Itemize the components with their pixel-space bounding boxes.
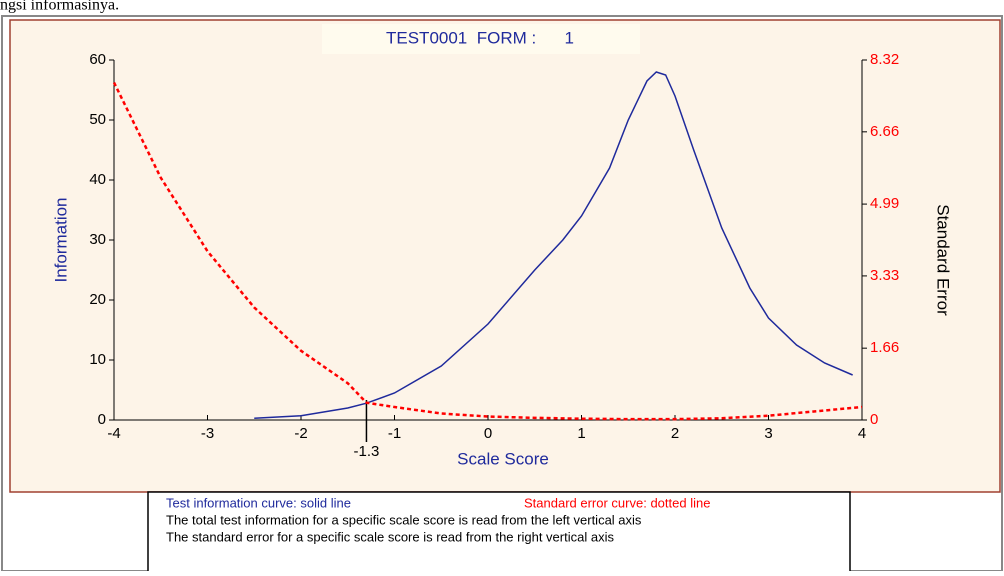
y2-tick-label: 6.66 [870,123,899,140]
y2-tick-label: 4.99 [870,195,899,212]
notes-box [147,491,851,575]
chart-title: TEST0001 FORM : 1 [386,28,574,47]
y2-tick-label: 1.66 [870,339,899,356]
x-tick-label: -3 [201,425,214,442]
x-tick-label: 1 [577,425,585,442]
note: The standard error for a specific scale … [166,529,614,544]
x-tick-label: 0 [484,425,492,442]
x-tick-label: -2 [294,425,307,442]
chart-panel [9,19,1001,493]
note: The total test information for a specifi… [166,512,642,527]
y-tick-label: 60 [89,51,106,68]
y2-tick-label: 8.32 [870,51,899,68]
x-tick-label: 4 [858,425,866,442]
y-axis-label: Information [51,197,70,282]
y2-axis-label: Standard Error [934,204,953,316]
x-tick-label: 2 [671,425,679,442]
legend-entry: Test information curve: solid line [166,495,351,510]
x-tick-label: -4 [107,425,120,442]
legend-entry: Standard error curve: dotted line [524,495,710,510]
marker-label: -1.3 [354,443,380,460]
series-line [254,71,853,419]
x-tick-label: -1 [388,425,401,442]
series-line [112,81,863,421]
x-tick-label: 3 [764,425,772,442]
y2-tick-label: 0 [870,411,878,428]
y-tick-label: 30 [89,231,106,248]
y-tick-label: 50 [89,111,106,128]
title-box [322,24,640,54]
y-tick-label: 0 [98,411,106,428]
y2-tick-label: 3.33 [870,267,899,284]
x-axis-label: Scale Score [457,449,549,468]
y-tick-label: 40 [89,171,106,188]
y-tick-label: 20 [89,291,106,308]
page-text: ngsi informasinya. [0,0,119,14]
y-tick-label: 10 [89,351,106,368]
